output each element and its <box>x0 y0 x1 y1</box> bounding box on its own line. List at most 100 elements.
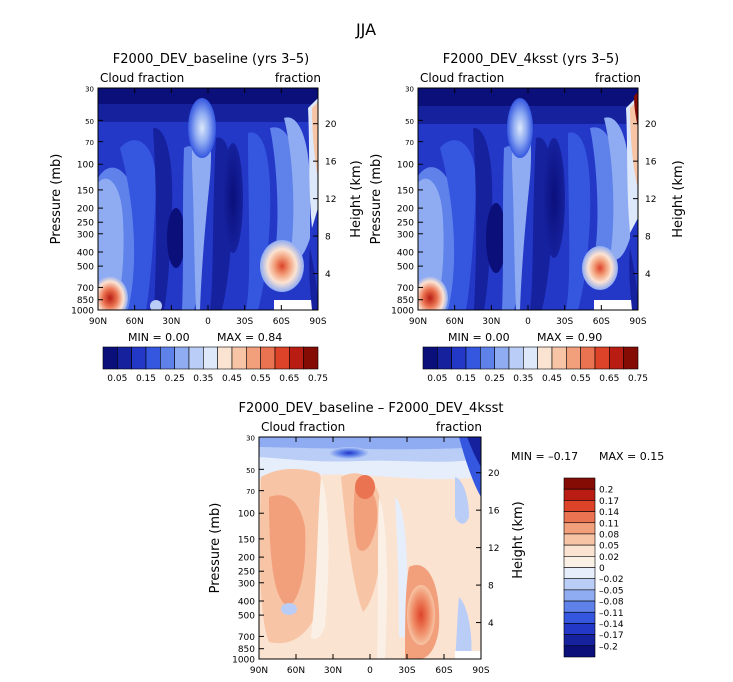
fill-layer <box>188 98 216 158</box>
fill-layer <box>270 127 298 268</box>
x-tick-label: 90N <box>89 317 107 327</box>
y-tick-label: 400 <box>77 248 94 258</box>
colorbar-label: 0.75 <box>628 374 648 384</box>
left-label: Cloud fraction <box>100 71 184 85</box>
colorbar-label: 0.2 <box>599 486 613 496</box>
fill-layer <box>455 651 481 659</box>
figure-title: JJA <box>355 20 376 39</box>
colorbar-label: 0.05 <box>107 374 127 384</box>
colorbar-swatch <box>563 500 596 512</box>
colorbar-swatch <box>160 346 175 370</box>
min-readout: MIN = –0.17 <box>511 450 578 463</box>
colorbar-swatch <box>437 346 452 370</box>
y-tick-label-right: 4 <box>325 270 331 280</box>
colorbar-swatch <box>537 346 553 370</box>
colorbar-label: 0.11 <box>599 519 619 529</box>
fill-layer <box>629 248 638 310</box>
y-axis-label: Pressure (mb) <box>369 154 384 245</box>
y-tick-label: 100 <box>77 161 94 171</box>
x-tick-label: 0 <box>525 317 531 327</box>
max-readout: MAX = 0.15 <box>599 450 664 463</box>
fill-layer <box>353 486 378 551</box>
colorbar-swatch <box>563 511 596 524</box>
y-tick-label-right: 4 <box>645 270 651 280</box>
y-tick-label: 50 <box>85 118 94 126</box>
colorbar-label: 0.35 <box>193 374 213 384</box>
colorbar-swatch <box>563 623 596 635</box>
y-tick-label: 250 <box>397 219 414 229</box>
x-tick-label: 0 <box>205 317 211 327</box>
colorbar-label: –0.08 <box>599 598 624 608</box>
right-label: fraction <box>595 71 641 85</box>
colorbar: 0.05 0.15 0.25 0.35 0.45 0.55 0.65 0.75 <box>102 346 328 384</box>
min-readout: MIN = 0.00 <box>448 331 510 344</box>
colorbar-swatch <box>580 346 596 370</box>
y-axis-label-right: Height (km) <box>671 160 686 237</box>
colorbar-label: 0.55 <box>251 374 271 384</box>
y-tick-label: 100 <box>397 161 414 171</box>
y-tick-label: 200 <box>77 205 94 215</box>
colorbar-swatch <box>508 346 524 370</box>
fill-layer <box>355 475 375 499</box>
y-tick-label-right: 8 <box>488 582 494 592</box>
y-tick-label: 700 <box>238 633 255 643</box>
colorbar-label: –0.2 <box>599 642 618 652</box>
fill-layer <box>260 240 304 292</box>
colorbar-label: 0.65 <box>279 374 299 384</box>
colorbar-swatch <box>260 346 276 370</box>
x-tick-label: 60N <box>446 317 464 327</box>
min-readout: MIN = 0.00 <box>128 331 190 344</box>
x-tick-label: 30N <box>482 317 500 327</box>
y-tick-label: 70 <box>85 139 94 147</box>
colorbar-swatch <box>563 578 596 591</box>
y-axis-label-right: Height (km) <box>349 160 364 237</box>
x-tick-label: 30S <box>556 317 573 327</box>
colorbar-swatch <box>551 346 567 370</box>
fill-layer <box>418 276 448 310</box>
colorbar-label: –0.05 <box>599 586 624 596</box>
y-tick-label: 150 <box>238 535 255 545</box>
colorbar-swatch <box>563 634 596 647</box>
fill-layer <box>150 300 162 310</box>
y-tick-label-right: 4 <box>488 619 494 629</box>
fill-layer <box>440 140 477 310</box>
colorbar-label: –0.11 <box>599 609 624 619</box>
colorbar-swatch <box>303 346 319 370</box>
colorbar: 0.20.170.140.110.08 0.050.020–0.02–0.05 –0… <box>563 477 624 658</box>
colorbar-label: 0.08 <box>599 530 619 540</box>
colorbar-swatch <box>563 589 596 602</box>
y-tick-label: 150 <box>77 186 94 196</box>
y-tick-label-right: 12 <box>325 195 336 205</box>
colorbar-label: 0.05 <box>427 374 447 384</box>
max-readout: MAX = 0.90 <box>537 331 602 344</box>
left-label: Cloud fraction <box>261 420 345 434</box>
contour-field <box>259 437 481 659</box>
fill-layer <box>153 127 173 310</box>
x-tick-label: 30S <box>398 666 415 676</box>
y-tick-label: 50 <box>246 467 255 475</box>
colorbar-label: 0.25 <box>165 374 185 384</box>
y-tick-label: 250 <box>77 219 94 229</box>
x-tick-label: 60S <box>435 666 452 676</box>
panel-difference: F2000_DEV_baseline – F2000_DEV_4ksst Clo… <box>208 401 664 676</box>
y-tick-label: 30 <box>85 86 94 94</box>
panel-4ksst: F2000_DEV_4ksst (yrs 3–5) Cloud fraction… <box>369 52 686 384</box>
x-tick-label: 0 <box>367 666 373 676</box>
x-tick-label: 90S <box>309 317 326 327</box>
y-tick-label: 70 <box>405 139 414 147</box>
y-tick-label: 400 <box>397 248 414 258</box>
colorbar-swatch <box>594 346 610 370</box>
fill-layer <box>604 117 630 260</box>
colorbar-label: 0.14 <box>599 508 619 518</box>
y-tick-label: 150 <box>397 186 414 196</box>
colorbar-label: 0.02 <box>599 553 619 563</box>
y-tick-label: 850 <box>238 645 255 655</box>
colorbar-swatch <box>480 346 495 370</box>
fill-layer <box>507 98 533 158</box>
fill-layer <box>486 203 506 273</box>
colorbar-swatch <box>563 611 596 624</box>
y-tick-label-right: 8 <box>645 233 651 243</box>
y-tick-label: 30 <box>246 435 255 443</box>
y-tick-label: 300 <box>397 230 414 240</box>
colorbar-swatch <box>217 346 233 370</box>
